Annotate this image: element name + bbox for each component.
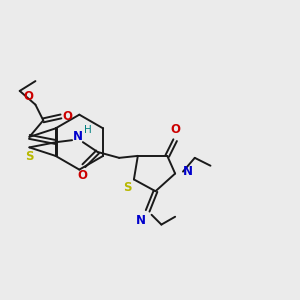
Text: O: O: [23, 90, 34, 103]
Text: H: H: [84, 125, 92, 135]
Text: N: N: [136, 214, 146, 227]
Text: O: O: [62, 110, 72, 123]
Text: N: N: [73, 130, 83, 143]
Text: S: S: [25, 150, 34, 163]
Text: O: O: [78, 169, 88, 182]
Text: S: S: [123, 182, 132, 194]
Text: N: N: [183, 165, 193, 178]
Text: O: O: [170, 123, 180, 136]
